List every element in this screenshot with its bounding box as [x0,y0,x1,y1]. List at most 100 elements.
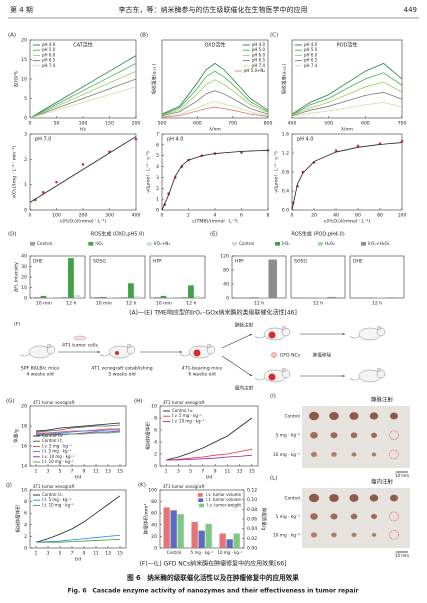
nanozyme [271,352,277,358]
data-point [81,163,85,166]
bar [34,296,40,298]
data-point [400,139,404,143]
x-tick-label: 0 [291,213,294,219]
y-tick-label: 30 [21,264,27,270]
x-tick-label: 2 [187,213,190,219]
x-tick-label: 4 [214,213,217,219]
legend-label: pH 5.0 [42,47,56,52]
legend-swatch [232,242,237,246]
scale-label: 10 mm [395,473,409,478]
y-axis-label: 肿瘤体积/mm³ [143,503,150,534]
y-tick-label: 0 [24,208,27,214]
y-tick-label: 2 [24,534,27,540]
mouse-tail [254,335,266,339]
legend-swatch [146,242,152,246]
tumor [390,494,398,502]
x-tick-label: 13 [237,469,243,475]
y-tick-label: 40 [21,254,27,260]
data-line [166,417,253,461]
x-tick-label: 12 h [186,301,196,307]
legend-label: I.t. tumor volume [206,497,241,502]
data-line [161,106,269,118]
page-number: 449 [404,6,417,14]
legend-label: Control I.v. [172,408,194,413]
legend-label: I.t. 10 mg · kg⁻¹ [42,459,74,464]
tumor [351,452,357,457]
x-axis-label: c(TMB)/(mmol · L⁻¹) [192,219,238,225]
x-tick-label: 0 [29,121,32,127]
x-tick-label: 100 [398,213,407,219]
tumor [329,411,339,421]
legend-label: pH 4.0 [42,42,56,47]
panel-label: (J) [6,483,12,489]
y-tick-label: 60 [151,511,157,517]
x-tick-label: 7 [71,469,74,475]
x-tick-label: 60 [355,213,361,219]
plot-title: pH 4.0 [167,137,183,143]
bar [181,296,188,298]
legend-label: IrOₓ [282,241,290,246]
missing-tumor [389,530,399,540]
bar [233,533,240,548]
y-tick-label: 3 [156,175,159,181]
mouse-head [376,327,386,337]
bar [219,533,226,548]
y-tick-label: 20 [21,404,27,410]
photo-title: 静脉注射 [371,396,394,404]
data-line [291,142,403,211]
x-tick-label: 600 [193,121,202,127]
plot-frame [149,255,206,299]
data-line [291,91,403,117]
x-tick-label: 12 h [66,301,76,307]
legend-swatch [197,493,203,497]
data-line [29,86,137,119]
bar [121,296,128,298]
panel-label: (H) [134,399,142,405]
y-tick-label: 40 [151,522,157,528]
x-tick-label: 13 [105,469,111,475]
mouse-tail [349,377,361,381]
y-tick-label: 2 [154,452,157,458]
x-tick-label: 100 [52,213,61,219]
legend-label: pH 7.4 [304,63,318,68]
bar [128,283,134,298]
tumor [349,494,359,502]
data-line [291,101,403,117]
legend-label: pH 5.0 [252,47,266,52]
figure-caption: 图 6 纳米酶的级联催化活性以及在肿瘤修复中的应用效果 [127,573,299,582]
panel-label: (E) [210,232,218,238]
x-tick-label: 12 h [254,301,264,307]
legend-label: I.v. tumor weight [207,502,241,507]
bar [154,296,160,298]
x-tick-label: 0 [29,213,32,219]
bar [327,296,336,298]
subpanel-title: HPF [235,259,244,265]
mouse-tumor [115,351,119,355]
y-tick-label: 16 [21,444,27,450]
plot-frame [29,133,137,211]
bar [194,295,201,298]
mouse-tail [19,353,31,357]
caption: (F)—(L) GFD NCs纳米酶在肿瘤修复中的应用效果[66] [140,560,287,568]
plot-frame [89,255,146,299]
mouse-head [126,345,136,355]
x-tick-label: 10 min [96,301,112,307]
bar [268,259,277,298]
schematic-label: 4T1-bearing mice [182,366,223,372]
legend-swatch [88,242,94,246]
y-axis-label: ΔFL Intensity [14,262,20,292]
y-tick-label: 14 [21,464,27,470]
mouse-ear [206,344,211,349]
y-tick-label: 10 [21,77,27,83]
legend-label: pH 6.5 [304,58,318,63]
data-line [36,428,120,434]
scale-label: 10 mm [395,553,409,558]
tumor [369,412,379,420]
legend-label: pH 4.0 [304,42,318,47]
tumor [350,513,358,520]
x-tick-label: 400 [132,213,141,219]
panel-label: (C) [270,33,278,39]
data-line [161,101,269,117]
x-tick-label: 15 [117,551,123,557]
bar [134,295,141,298]
